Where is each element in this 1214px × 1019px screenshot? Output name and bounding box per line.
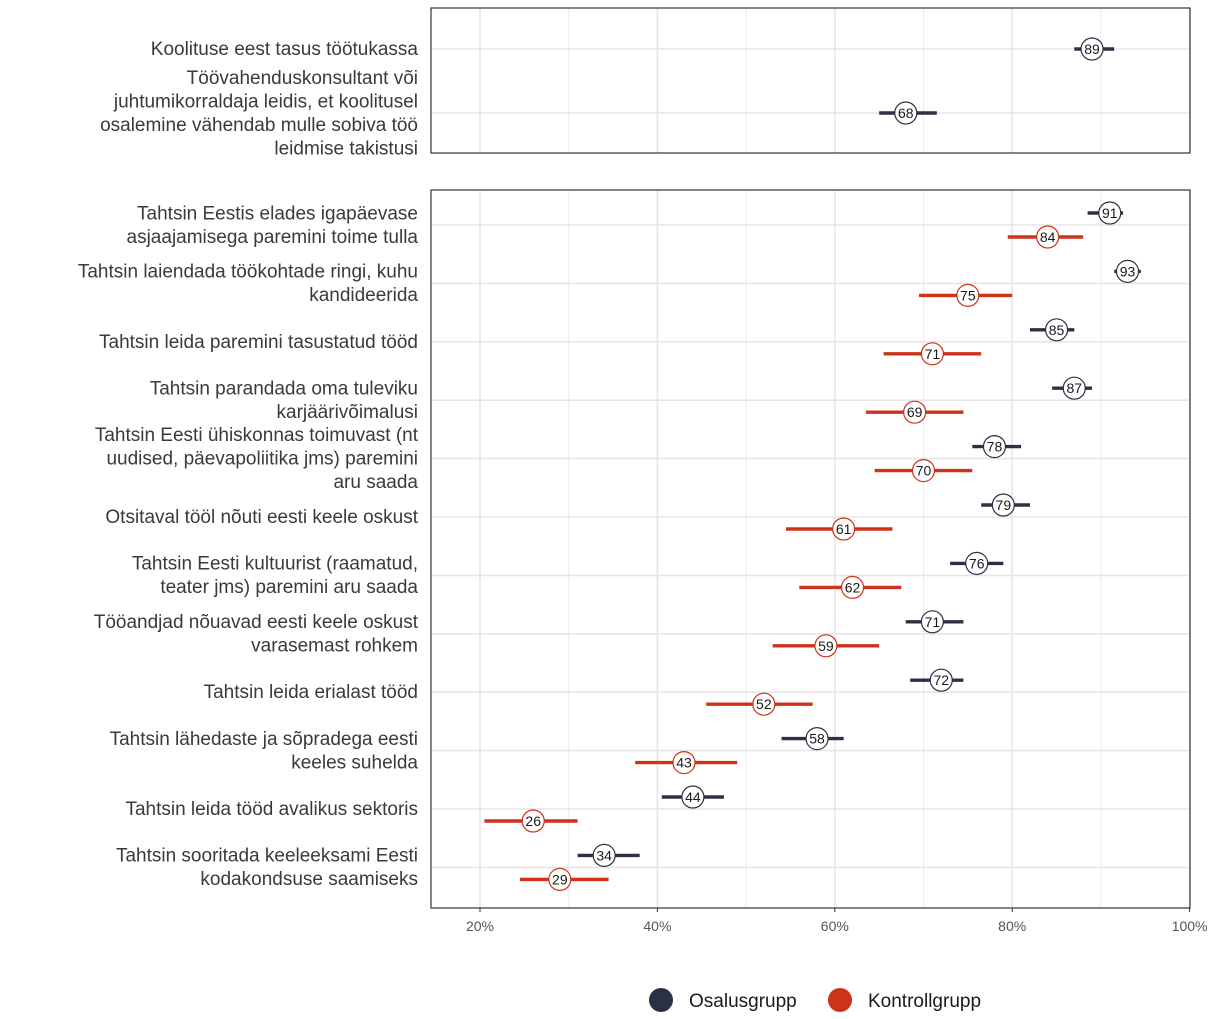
- data-point: [965, 551, 989, 576]
- data-label: 87: [1067, 380, 1083, 396]
- data-point: [1062, 376, 1086, 400]
- data-point: [548, 867, 572, 892]
- category-label: varasemast rohkem: [251, 636, 418, 657]
- data-label: 44: [685, 789, 701, 805]
- panel-background: [431, 8, 1190, 153]
- data-point: [929, 668, 953, 692]
- category-label: Tahtsin parandada oma tuleviku: [150, 378, 418, 399]
- x-tick-label: 60%: [821, 918, 849, 934]
- data-point: [832, 517, 856, 541]
- data-label: 91: [1102, 205, 1118, 221]
- data-point: [982, 435, 1007, 459]
- data-point: [814, 634, 838, 658]
- legend-label: Kontrollgrupp: [868, 991, 981, 1012]
- data-label: 72: [933, 672, 949, 688]
- category-label: kandideerida: [309, 285, 418, 306]
- data-label: 43: [676, 755, 692, 771]
- data-label: 69: [907, 404, 923, 420]
- data-label: 62: [845, 579, 861, 595]
- category-label: Tahtsin laiendada töökohtade ringi, kuhu: [78, 262, 418, 283]
- data-label: 89: [1084, 41, 1100, 57]
- data-point: [592, 843, 616, 868]
- category-label: Tahtsin Eesti kultuurist (raamatud,: [132, 554, 418, 575]
- data-label: 76: [969, 555, 985, 571]
- data-point: [752, 692, 776, 716]
- category-label: Tahtsin lähedaste ja sõpradega eesti: [110, 729, 418, 750]
- data-label: 78: [987, 439, 1003, 455]
- data-label: 79: [996, 497, 1012, 513]
- data-point: [911, 459, 936, 483]
- data-label: 29: [552, 871, 568, 887]
- category-label: osalemine vähendab mulle sobiva töö: [100, 115, 418, 136]
- data-label: 61: [836, 521, 852, 537]
- legend-swatch: [828, 988, 852, 1012]
- data-label: 84: [1040, 229, 1056, 245]
- data-point: [1115, 259, 1140, 283]
- panel-background: [431, 190, 1190, 908]
- category-label: Tahtsin Eesti ühiskonnas toimuvast (nt: [95, 425, 419, 446]
- data-label: 85: [1049, 322, 1065, 338]
- data-label: 26: [525, 813, 541, 829]
- category-label: leidmise takistusi: [274, 138, 418, 159]
- category-label: uudised, päevapoliitika jms) paremini: [106, 449, 418, 470]
- panel-border: [430, 189, 1191, 909]
- data-point: [1044, 318, 1069, 342]
- category-label: kodakondsuse saamiseks: [200, 869, 418, 890]
- category-label: karjäärivõimalusi: [277, 402, 419, 423]
- category-label: keeles suhelda: [291, 752, 418, 773]
- legend-swatch: [649, 988, 673, 1012]
- x-tick-label: 40%: [643, 918, 671, 934]
- data-point: [1036, 225, 1060, 249]
- panel-border: [430, 7, 1191, 154]
- data-label: 59: [818, 638, 834, 654]
- data-point: [672, 750, 696, 775]
- data-label: 34: [596, 847, 612, 863]
- data-point: [521, 809, 545, 833]
- category-label: Töövahenduskonsultant või: [187, 68, 418, 89]
- data-label: 58: [809, 731, 825, 747]
- data-point: [894, 101, 918, 125]
- category-label: Tahtsin Eestis elades igapäevase: [137, 203, 418, 224]
- data-point: [920, 342, 944, 366]
- category-label: asjaajamisega paremini toime tulla: [127, 227, 419, 248]
- legend-label: Osalusgrupp: [689, 991, 797, 1012]
- category-label: Koolituse eest tasus töötukassa: [151, 39, 419, 60]
- data-label: 68: [898, 105, 914, 121]
- data-point: [1080, 37, 1104, 61]
- category-label: aru saada: [333, 472, 418, 493]
- data-point: [840, 575, 865, 600]
- category-label: Tahtsin leida erialast tööd: [204, 682, 418, 703]
- data-point: [805, 726, 829, 751]
- x-tick-label: 80%: [998, 918, 1026, 934]
- category-label: juhtumikorraldaja leidis, et koolitusel: [113, 91, 418, 112]
- data-label: 52: [756, 696, 772, 712]
- category-label: Tahtsin leida paremini tasustatud tööd: [99, 332, 418, 353]
- data-point: [681, 785, 705, 809]
- category-label: Otsitaval tööl nõuti eesti keele oskust: [105, 507, 418, 528]
- data-label: 71: [925, 614, 941, 630]
- category-label: Tööandjad nõuavad eesti keele oskust: [94, 612, 419, 633]
- data-point: [991, 493, 1015, 517]
- data-point: [920, 610, 944, 634]
- data-label: 70: [916, 463, 932, 479]
- x-tick-label: 20%: [466, 918, 494, 934]
- category-label: teater jms) paremini aru saada: [160, 577, 418, 598]
- data-point: [903, 400, 927, 424]
- data-point: [1098, 201, 1122, 225]
- category-label: Tahtsin leida tööd avalikus sektoris: [125, 799, 418, 820]
- data-label: 71: [925, 346, 941, 362]
- category-label: Tahtsin sooritada keeleeksami Eesti: [116, 846, 418, 867]
- data-label: 93: [1120, 263, 1136, 279]
- data-point: [956, 283, 980, 307]
- data-label: 75: [960, 287, 976, 303]
- x-tick-label: 100%: [1172, 918, 1208, 934]
